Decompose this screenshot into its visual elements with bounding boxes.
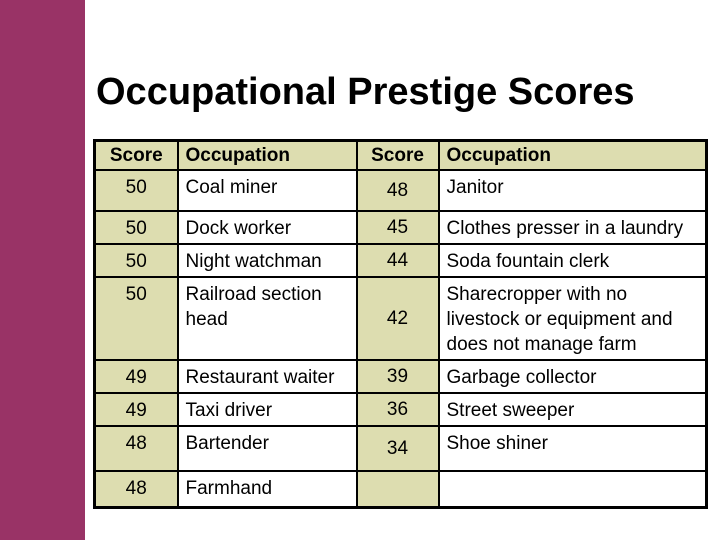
score-cell-left: 50 bbox=[93, 169, 179, 212]
occupation-cell-right: Shoe shiner bbox=[437, 425, 708, 472]
score-cell-left: 50 bbox=[93, 210, 179, 245]
occupation-cell-left: Taxi driver bbox=[176, 392, 358, 427]
score-cell-right: 44 bbox=[355, 243, 440, 278]
occupation-cell-left: Restaurant waiter bbox=[176, 359, 358, 394]
occupation-cell-left: Farmhand bbox=[176, 470, 358, 508]
score-cell-right: 36 bbox=[355, 392, 440, 427]
occupation-cell-left: Night watchman bbox=[176, 243, 358, 278]
page-title: Occupational Prestige Scores bbox=[96, 71, 635, 114]
score-cell-left: 48 bbox=[93, 470, 179, 508]
occupation-cell-left: Dock worker bbox=[176, 210, 358, 245]
occupation-cell-left: Coal miner bbox=[176, 169, 358, 212]
occupation-cell-right bbox=[437, 470, 708, 508]
score-cell-right: 39 bbox=[355, 359, 440, 394]
table-row: 50 Coal miner 48 Janitor bbox=[93, 169, 708, 212]
table-row: 49 Restaurant waiter 39 Garbage collecto… bbox=[93, 359, 708, 394]
table-row: 50 Night watchman 44 Soda fountain clerk bbox=[93, 243, 708, 278]
column-header-occupation-left: Occupation bbox=[176, 139, 358, 171]
occupation-cell-right: Sharecropper with no livestock or equipm… bbox=[437, 276, 708, 361]
table-row: 50 Railroad section head 42 Sharecropper… bbox=[93, 276, 708, 361]
column-header-score-right: Score bbox=[355, 139, 440, 171]
prestige-table: Score Occupation Score Occupation 50 Coa… bbox=[93, 139, 708, 509]
table-row: 50 Dock worker 45 Clothes presser in a l… bbox=[93, 210, 708, 245]
table-row: 48 Farmhand bbox=[93, 470, 708, 508]
column-header-occupation-right: Occupation bbox=[437, 139, 708, 171]
occupation-cell-right: Garbage collector bbox=[437, 359, 708, 394]
score-cell-right: 42 bbox=[355, 276, 440, 361]
occupation-cell-left: Railroad section head bbox=[176, 276, 358, 361]
accent-bar bbox=[0, 0, 85, 540]
occupation-cell-right: Street sweeper bbox=[437, 392, 708, 427]
table-body: 50 Coal miner 48 Janitor 50 Dock worker … bbox=[93, 169, 708, 508]
score-cell-left: 49 bbox=[93, 392, 179, 427]
occupation-cell-left: Bartender bbox=[176, 425, 358, 472]
score-cell-left: 48 bbox=[93, 425, 179, 472]
occupation-cell-right: Clothes presser in a laundry bbox=[437, 210, 708, 245]
score-cell-right: 34 bbox=[355, 425, 440, 472]
score-cell-left: 49 bbox=[93, 359, 179, 394]
occupation-cell-right: Janitor bbox=[437, 169, 708, 212]
score-cell-left: 50 bbox=[93, 276, 179, 361]
score-cell-left: 50 bbox=[93, 243, 179, 278]
score-cell-right: 45 bbox=[355, 210, 440, 245]
occupation-cell-right: Soda fountain clerk bbox=[437, 243, 708, 278]
score-cell-right: 48 bbox=[355, 169, 440, 212]
table-row: 48 Bartender 34 Shoe shiner bbox=[93, 425, 708, 472]
column-header-score-left: Score bbox=[93, 139, 179, 171]
table-header-row: Score Occupation Score Occupation bbox=[93, 139, 708, 171]
score-cell-right bbox=[355, 470, 440, 508]
table-row: 49 Taxi driver 36 Street sweeper bbox=[93, 392, 708, 427]
